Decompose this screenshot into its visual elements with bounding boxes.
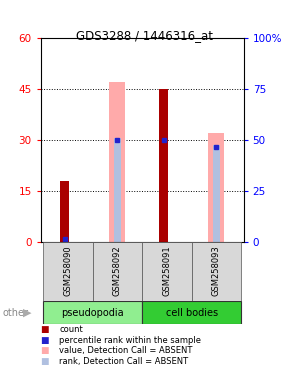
Bar [43,242,93,301]
Bar [192,242,241,301]
Text: count: count [59,325,83,334]
Text: ■: ■ [41,346,49,356]
Bar [43,301,142,324]
Text: value, Detection Call = ABSENT: value, Detection Call = ABSENT [59,346,193,356]
Text: GSM258093: GSM258093 [212,245,221,296]
Bar [93,242,142,301]
Text: ■: ■ [41,336,49,345]
Bar [209,133,224,242]
Text: GSM258091: GSM258091 [162,245,171,296]
Bar [60,181,69,242]
Text: other: other [3,308,29,318]
Bar [142,301,241,324]
Text: percentile rank within the sample: percentile rank within the sample [59,336,202,345]
Bar [109,83,125,242]
Text: GDS3288 / 1446316_at: GDS3288 / 1446316_at [77,29,213,42]
Text: pseudopodia: pseudopodia [61,308,124,318]
Text: cell bodies: cell bodies [166,308,218,318]
Bar [213,145,220,242]
Text: rank, Detection Call = ABSENT: rank, Detection Call = ABSENT [59,357,188,366]
Text: ■: ■ [41,325,49,334]
Bar [114,139,121,242]
Bar [160,89,168,242]
Text: GSM258090: GSM258090 [63,245,72,296]
Text: ▶: ▶ [23,308,32,318]
Text: GSM258092: GSM258092 [113,245,122,296]
Bar [142,242,192,301]
Text: ■: ■ [41,357,49,366]
